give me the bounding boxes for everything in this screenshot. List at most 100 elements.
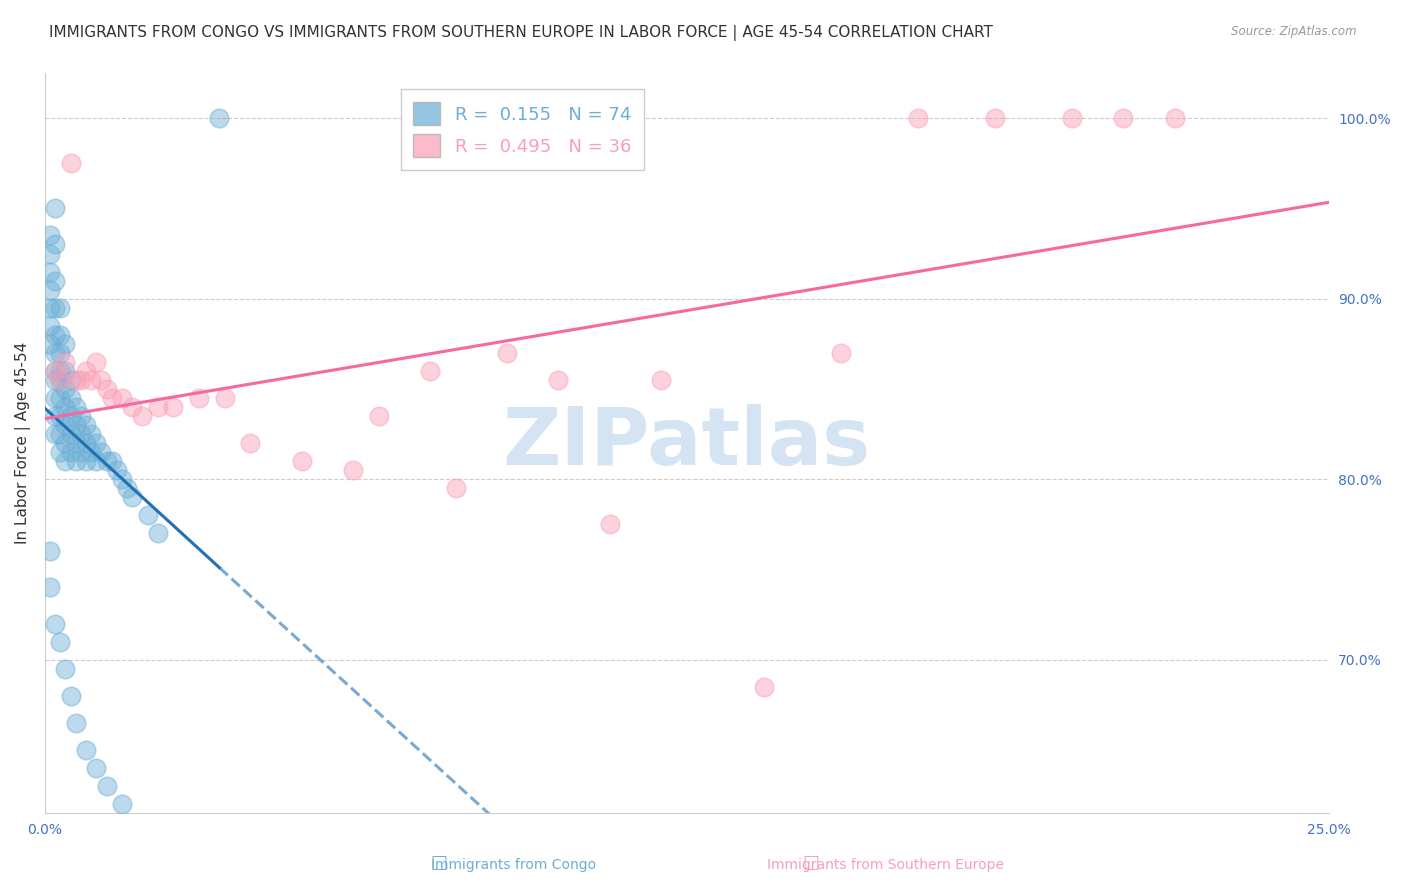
- Point: [55, 382, 77, 396]
- Point: [75, 743, 97, 757]
- Point: [75, 436, 97, 450]
- Point: [111, 391, 134, 405]
- Point: [105, 463, 128, 477]
- Text: Immigrants from Southern Europe: Immigrants from Southern Europe: [768, 858, 1004, 872]
- Point: [55, 355, 77, 369]
- Point: [39, 336, 62, 351]
- Point: [55, 400, 77, 414]
- Point: [162, 400, 184, 414]
- Point: [44, 409, 66, 423]
- Point: [100, 391, 122, 405]
- Point: [599, 517, 621, 532]
- Point: [39, 581, 62, 595]
- Point: [342, 463, 364, 477]
- Point: [55, 336, 77, 351]
- Point: [291, 454, 314, 468]
- Point: [752, 680, 775, 694]
- Point: [49, 346, 72, 360]
- Point: [44, 391, 66, 405]
- Point: [65, 373, 87, 387]
- Point: [49, 327, 72, 342]
- Point: [146, 526, 169, 541]
- Point: [39, 301, 62, 315]
- Point: [111, 797, 134, 811]
- Point: [44, 346, 66, 360]
- Point: [49, 364, 72, 378]
- Point: [131, 409, 153, 423]
- Point: [44, 274, 66, 288]
- Point: [367, 409, 389, 423]
- Point: [59, 409, 82, 423]
- Point: [69, 409, 91, 423]
- Point: [44, 373, 66, 387]
- Point: [49, 301, 72, 315]
- Point: [75, 364, 97, 378]
- Point: [44, 202, 66, 216]
- Point: [65, 715, 87, 730]
- Point: [69, 445, 91, 459]
- Point: [444, 481, 467, 495]
- Point: [39, 264, 62, 278]
- Point: [90, 373, 112, 387]
- Point: [55, 436, 77, 450]
- Point: [136, 508, 159, 523]
- Text: ZIPatlas: ZIPatlas: [503, 404, 870, 482]
- Point: [49, 427, 72, 442]
- Text: Source: ZipAtlas.com: Source: ZipAtlas.com: [1232, 25, 1357, 38]
- Point: [39, 544, 62, 558]
- Point: [55, 417, 77, 432]
- Point: [44, 616, 66, 631]
- Point: [1163, 111, 1185, 125]
- Point: [547, 373, 569, 387]
- Point: [84, 436, 107, 450]
- Point: [75, 454, 97, 468]
- Point: [39, 228, 62, 243]
- Point: [187, 391, 209, 405]
- Y-axis label: In Labor Force | Age 45-54: In Labor Force | Age 45-54: [15, 342, 31, 544]
- Point: [84, 454, 107, 468]
- Point: [59, 427, 82, 442]
- Point: [146, 400, 169, 414]
- Point: [44, 327, 66, 342]
- Point: [96, 382, 118, 396]
- Text: Immigrants from Congo: Immigrants from Congo: [430, 858, 596, 872]
- Point: [100, 454, 122, 468]
- Point: [496, 346, 519, 360]
- Point: [59, 445, 82, 459]
- Text: IMMIGRANTS FROM CONGO VS IMMIGRANTS FROM SOUTHERN EUROPE IN LABOR FORCE | AGE 45: IMMIGRANTS FROM CONGO VS IMMIGRANTS FROM…: [49, 25, 993, 41]
- Point: [96, 454, 118, 468]
- Text: □: □: [803, 855, 820, 872]
- Point: [90, 445, 112, 459]
- Point: [59, 373, 82, 387]
- Point: [69, 373, 91, 387]
- Point: [59, 689, 82, 703]
- Point: [39, 246, 62, 260]
- Point: [1060, 111, 1083, 125]
- Point: [907, 111, 929, 125]
- Point: [44, 237, 66, 252]
- Point: [44, 301, 66, 315]
- Point: [65, 417, 87, 432]
- Point: [65, 454, 87, 468]
- Point: [55, 662, 77, 676]
- Point: [59, 156, 82, 170]
- Point: [69, 427, 91, 442]
- Point: [84, 355, 107, 369]
- Point: [96, 779, 118, 793]
- Point: [75, 417, 97, 432]
- Point: [115, 481, 138, 495]
- Point: [55, 454, 77, 468]
- Point: [830, 346, 852, 360]
- Point: [111, 472, 134, 486]
- Point: [39, 283, 62, 297]
- Point: [239, 436, 262, 450]
- Point: [984, 111, 1007, 125]
- Point: [419, 364, 441, 378]
- Point: [44, 364, 66, 378]
- Point: [49, 373, 72, 387]
- Point: [208, 111, 231, 125]
- Point: [65, 436, 87, 450]
- Point: [49, 445, 72, 459]
- Point: [49, 373, 72, 387]
- Point: [65, 400, 87, 414]
